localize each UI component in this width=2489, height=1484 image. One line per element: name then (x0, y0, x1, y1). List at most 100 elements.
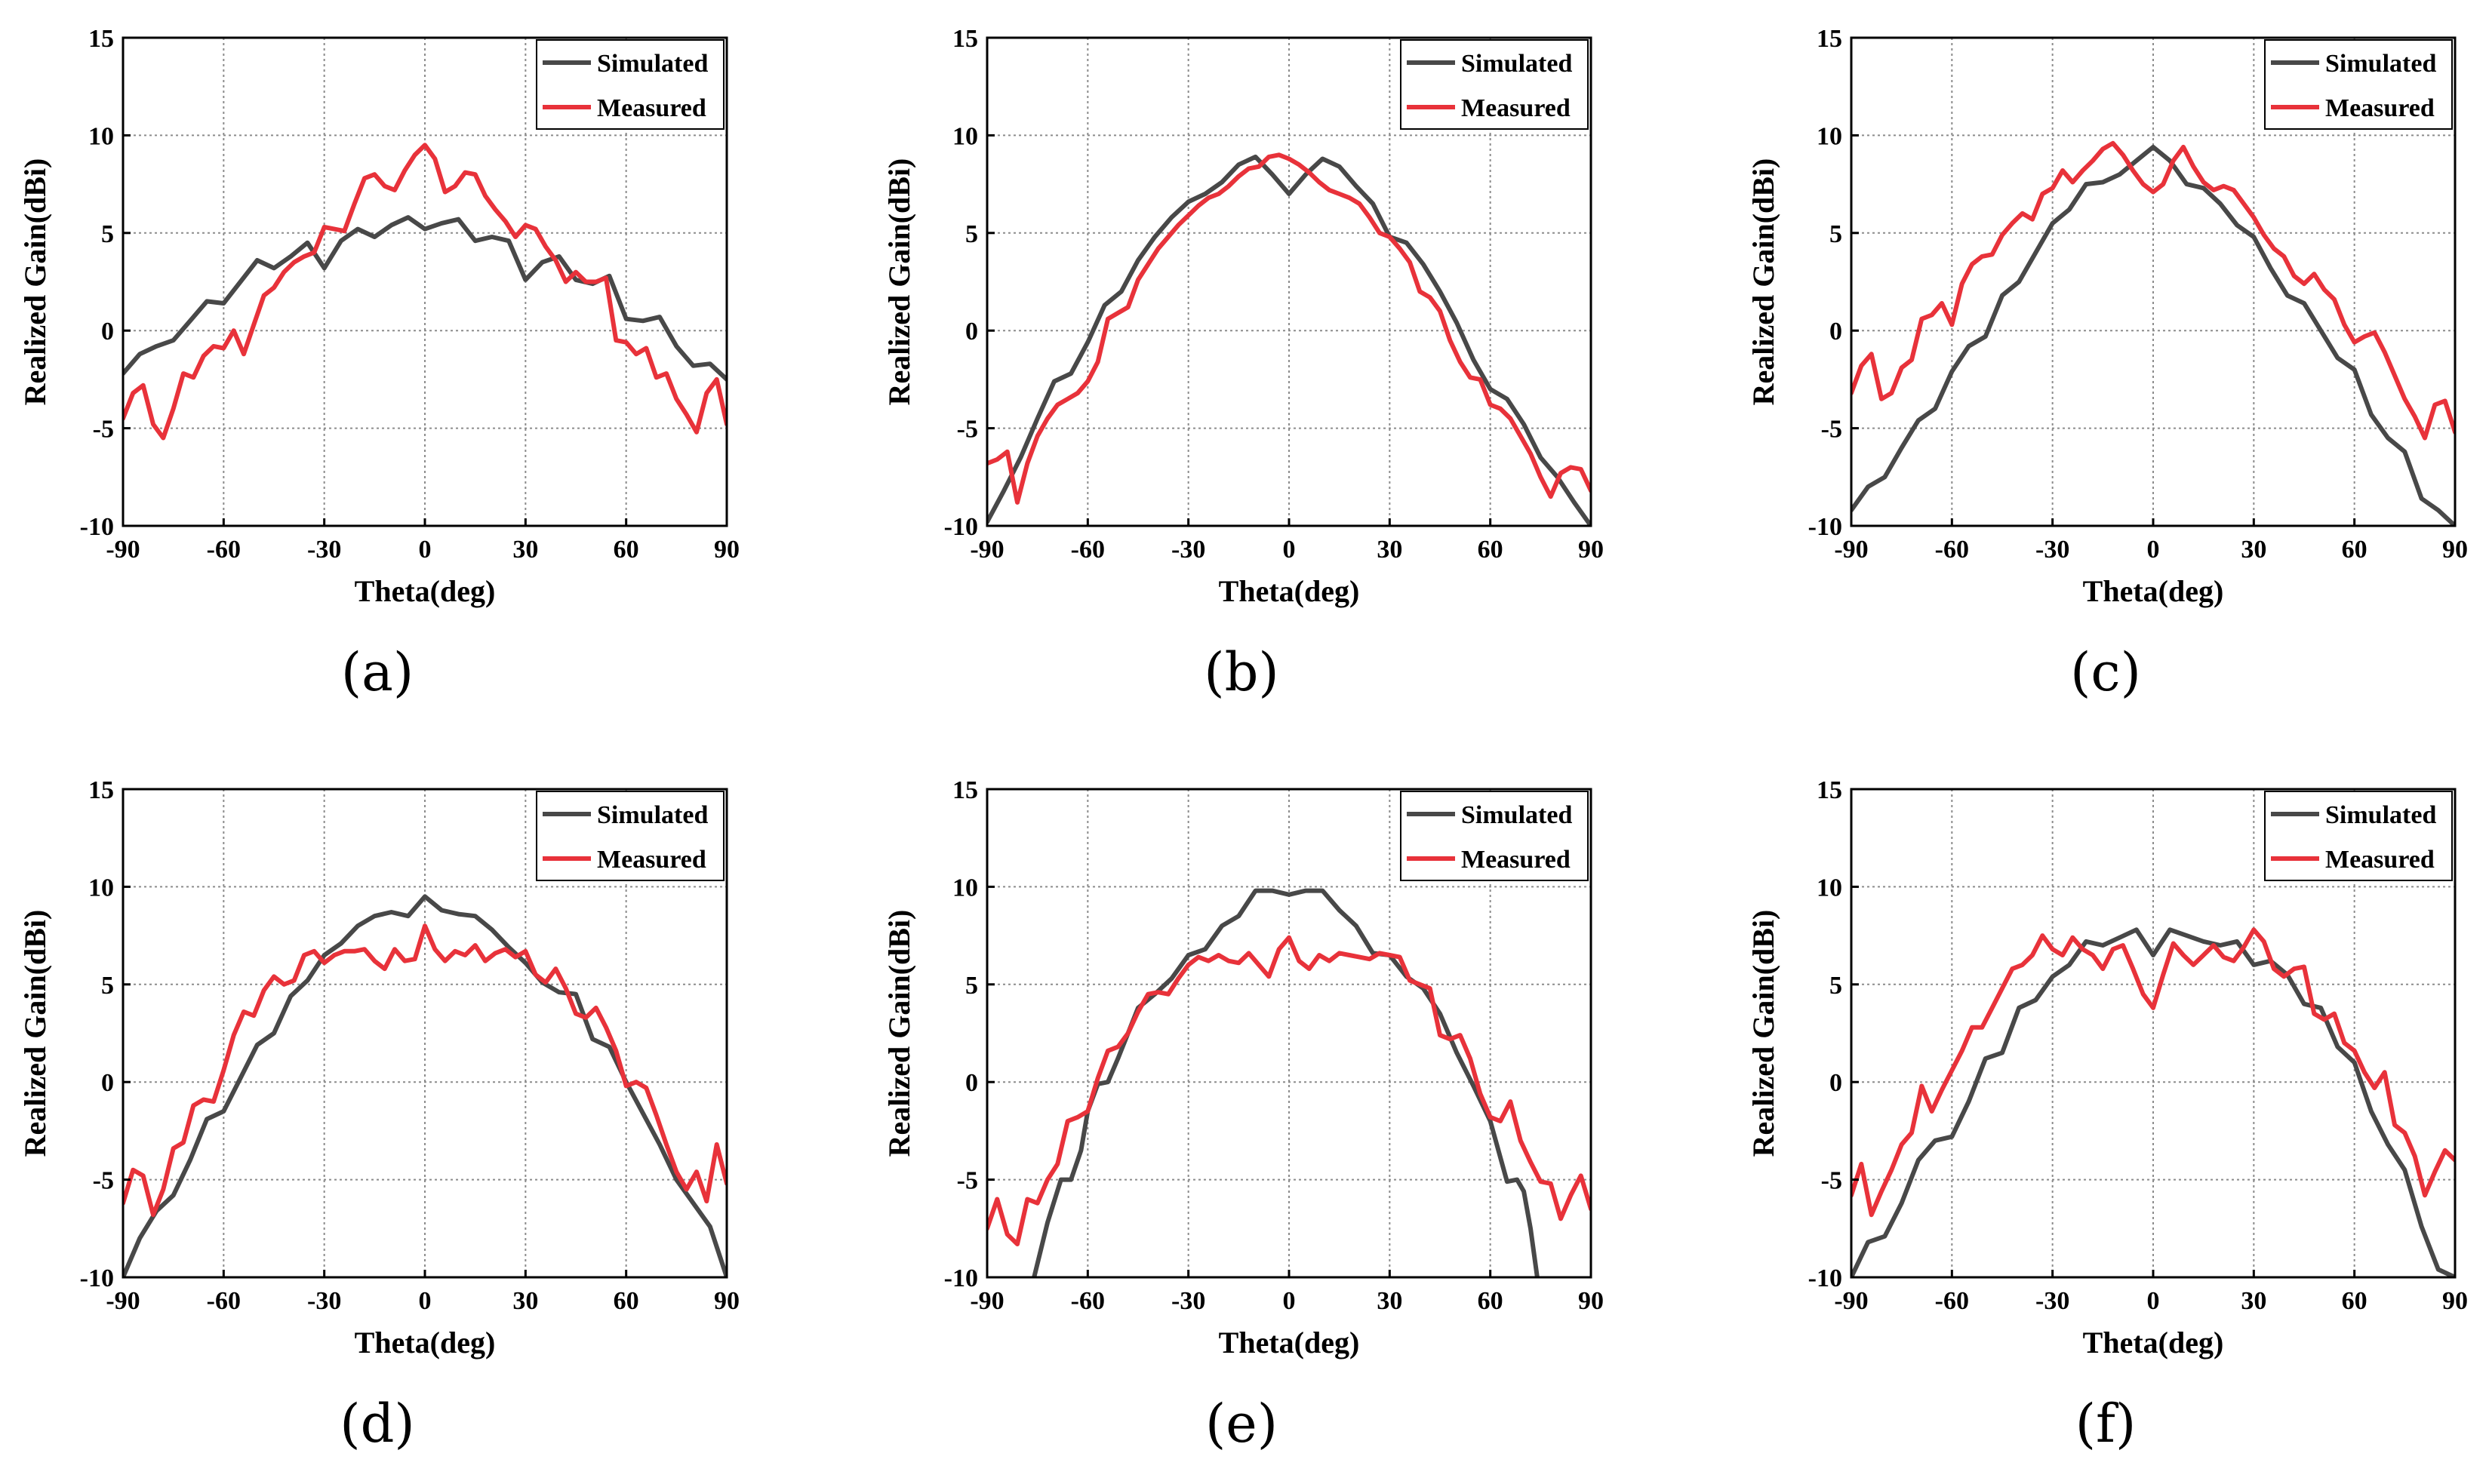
y-tick-label: 10 (1817, 874, 1842, 902)
plot-e: -90 -60 -30 0 30 60 90 15 10 5 0 -5 -10 Theta(deg) Rea… (882, 776, 1604, 1360)
legend-box (1400, 39, 1589, 130)
y-axis-title: Realized Gain(dBi) (1746, 158, 1780, 406)
x-tick-label: 60 (614, 1287, 639, 1315)
legend-box (2264, 791, 2453, 881)
series-line-simulated (987, 154, 1591, 526)
y-axis-title: Realized Gain(dBi) (1746, 910, 1780, 1157)
x-tick-label: 60 (1478, 536, 1503, 564)
series-group (987, 888, 1591, 1277)
y-tick-label: 10 (1817, 122, 1842, 150)
x-tick-label: 0 (2147, 536, 2160, 564)
x-tick-label: 60 (1478, 1287, 1503, 1315)
x-axis-title: Theta(deg) (2083, 1326, 2224, 1360)
series-line-simulated (1851, 144, 2455, 526)
x-tick-label: 90 (2442, 536, 2468, 564)
y-tick-label: -10 (1808, 1264, 1842, 1292)
y-tick-label: 0 (965, 1069, 978, 1097)
caption-e: (e) (1205, 1393, 1278, 1455)
series-line-measured (123, 923, 727, 1218)
x-tick-label: 0 (419, 536, 432, 564)
y-tick-label: 15 (1817, 776, 1842, 804)
x-tick-label: 0 (419, 1287, 432, 1315)
series-line-measured (1851, 927, 2455, 1218)
y-tick-label: 0 (1829, 318, 1842, 346)
y-tick-label: 15 (952, 776, 978, 804)
x-tick-label: -60 (207, 536, 241, 564)
legend-label-simulated: Simulated (597, 50, 708, 78)
y-tick-label: 0 (101, 318, 114, 346)
series-group (123, 894, 727, 1277)
legend: Simulated Measured (536, 791, 725, 881)
x-tick-label: 90 (714, 536, 740, 564)
panel-e: -90 -60 -30 0 30 60 90 15 10 5 0 -5 -10 Theta(deg) Rea… (864, 751, 1619, 1476)
y-axis-title: Realized Gain(dBi) (18, 910, 52, 1157)
y-tick-label: -10 (80, 1264, 114, 1292)
plot-d: -90 -60 -30 0 30 60 90 15 10 5 0 -5 -10 Theta(deg) Rea… (18, 776, 740, 1360)
y-tick-label: 15 (1817, 25, 1842, 53)
x-tick-label: 30 (1377, 1287, 1402, 1315)
x-axis-title: Theta(deg) (355, 574, 496, 608)
legend-box (536, 39, 725, 130)
series-group (987, 152, 1591, 526)
legend-label-measured: Measured (2325, 846, 2435, 874)
y-tick-label: -10 (944, 1264, 978, 1292)
y-tick-label: 10 (88, 874, 114, 902)
legend-label-measured: Measured (1461, 846, 1571, 874)
panel-a: -90 -60 -30 0 30 60 90 15 10 5 0 -5 -10 Theta(deg) Rea… (0, 0, 755, 724)
caption-d: (d) (340, 1393, 415, 1455)
x-tick-label: 90 (1578, 536, 1604, 564)
legend-label-simulated: Simulated (1461, 801, 1572, 829)
legend-label-measured: Measured (1461, 94, 1571, 122)
y-tick-label: 15 (952, 25, 978, 53)
x-tick-label: 30 (2241, 1287, 2266, 1315)
x-tick-label: -90 (1834, 536, 1868, 564)
series-line-simulated (123, 215, 727, 382)
series-line-measured (123, 143, 727, 441)
y-tick-label: -5 (1821, 1167, 1842, 1195)
y-axis-title: Realized Gain(dBi) (882, 910, 916, 1157)
x-tick-label: 30 (512, 536, 538, 564)
series-group (1851, 927, 2455, 1277)
panel-d: -90 -60 -30 0 30 60 90 15 10 5 0 -5 -10 Theta(deg) Rea… (0, 751, 755, 1476)
x-axis-title: Theta(deg) (1219, 1326, 1360, 1360)
x-tick-label: 0 (2147, 1287, 2160, 1315)
series-line-simulated (1851, 927, 2455, 1277)
x-tick-label: 60 (614, 536, 639, 564)
x-tick-label: -30 (307, 1287, 341, 1315)
caption-a: (a) (340, 641, 414, 703)
x-tick-label: -30 (2035, 536, 2069, 564)
x-axis-title: Theta(deg) (1219, 574, 1360, 608)
x-tick-label: -90 (970, 536, 1004, 564)
legend-label-simulated: Simulated (597, 801, 708, 829)
legend-box (1400, 791, 1589, 881)
legend: Simulated Measured (2264, 39, 2453, 130)
legend-label-measured: Measured (597, 846, 706, 874)
y-tick-label: -5 (957, 416, 978, 444)
x-tick-label: 30 (512, 1287, 538, 1315)
series-line-measured (987, 152, 1591, 505)
x-tick-label: -90 (106, 536, 140, 564)
x-axis-title: Theta(deg) (355, 1326, 496, 1360)
plot-a: -90 -60 -30 0 30 60 90 15 10 5 0 -5 -10 Theta(deg) Rea… (18, 25, 740, 608)
x-tick-label: 30 (1377, 536, 1402, 564)
x-tick-label: -30 (1171, 536, 1205, 564)
y-tick-label: 0 (101, 1069, 114, 1097)
x-tick-label: 90 (1578, 1287, 1604, 1315)
caption-b: (b) (1204, 641, 1279, 703)
panel-b: -90 -60 -30 0 30 60 90 15 10 5 0 -5 -10 Theta(deg) Rea… (864, 0, 1619, 724)
x-tick-label: -90 (106, 1287, 140, 1315)
legend: Simulated Measured (1400, 39, 1589, 130)
x-tick-label: -60 (207, 1287, 241, 1315)
y-tick-label: 10 (952, 874, 978, 902)
plot-c: -90 -60 -30 0 30 60 90 15 10 5 0 -5 -10 Theta(deg) Rea… (1746, 25, 2468, 608)
x-tick-label: 90 (714, 1287, 740, 1315)
y-tick-label: 10 (88, 122, 114, 150)
legend: Simulated Measured (536, 39, 725, 130)
x-tick-label: -30 (2035, 1287, 2069, 1315)
x-tick-label: 60 (2342, 1287, 2367, 1315)
panel-c: -90 -60 -30 0 30 60 90 15 10 5 0 -5 -10 Theta(deg) Rea… (1728, 0, 2483, 724)
panel-f: -90 -60 -30 0 30 60 90 15 10 5 0 -5 -10 Theta(deg) Rea… (1728, 751, 2483, 1476)
x-tick-label: -60 (1935, 1287, 1969, 1315)
y-tick-label: 10 (952, 122, 978, 150)
plot-f: -90 -60 -30 0 30 60 90 15 10 5 0 -5 -10 Theta(deg) Rea… (1746, 776, 2468, 1360)
